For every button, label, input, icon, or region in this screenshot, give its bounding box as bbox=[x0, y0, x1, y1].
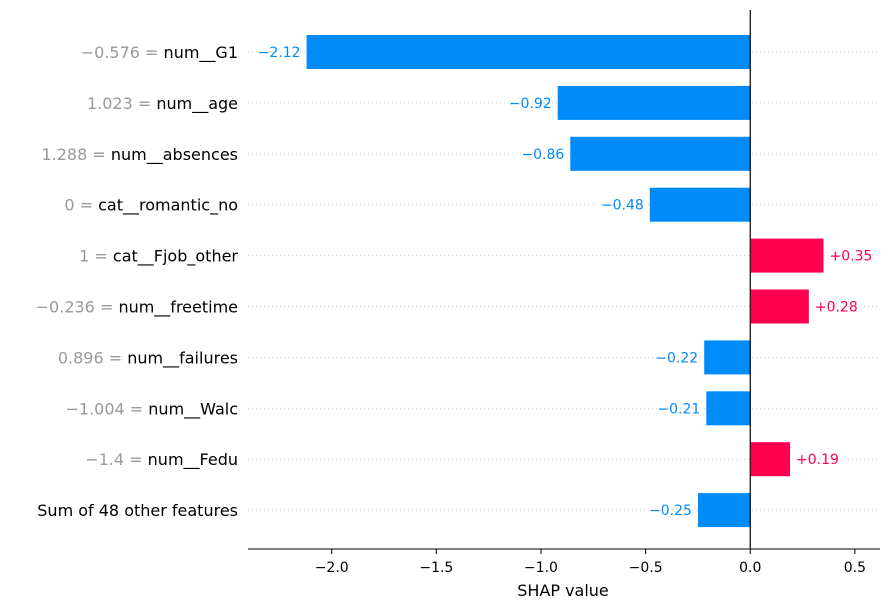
bar-value-label: −0.25 bbox=[649, 503, 692, 519]
feature-label: 1.023 = num__age bbox=[87, 94, 238, 114]
feature-value: −0.236 = bbox=[36, 298, 119, 317]
feature-label: 1.288 = num__absences bbox=[41, 145, 238, 165]
shap-bar bbox=[570, 136, 751, 171]
x-tick-label: −1.5 bbox=[419, 560, 453, 576]
bar-value-label: +0.35 bbox=[829, 249, 872, 265]
feature-label: −1.4 = num__Fedu bbox=[85, 450, 238, 470]
shap-bar bbox=[697, 493, 751, 528]
bar-value-label: −0.92 bbox=[509, 96, 552, 112]
feature-name: num__Fedu bbox=[148, 450, 238, 470]
feature-name: num__age bbox=[156, 94, 238, 114]
feature-value: −0.576 = bbox=[81, 43, 164, 62]
feature-label: −1.004 = num__Walc bbox=[65, 399, 238, 419]
feature-label: −0.576 = num__G1 bbox=[81, 43, 238, 63]
shap-bar bbox=[706, 391, 751, 426]
bar-value-label: −2.12 bbox=[258, 45, 301, 61]
feature-name: num__absences bbox=[111, 145, 238, 165]
x-axis: −2.0 −1.5 −1.0 −0.5 0.0 0.5 bbox=[248, 548, 880, 576]
bar-value-label: −0.22 bbox=[655, 350, 698, 366]
feature-value: −1.4 = bbox=[85, 450, 147, 469]
bar-value-label: −0.21 bbox=[657, 401, 700, 417]
feature-name: cat__Fjob_other bbox=[113, 247, 239, 267]
bar-value-label: +0.19 bbox=[796, 452, 839, 468]
bar-value-label: −0.86 bbox=[521, 147, 564, 163]
shap-bar bbox=[704, 340, 751, 375]
bar-value-label: −0.48 bbox=[601, 198, 644, 214]
shap-bar bbox=[750, 289, 809, 324]
feature-name: Sum of 48 other features bbox=[37, 501, 238, 520]
shap-bar bbox=[557, 85, 751, 120]
feature-value: −1.004 = bbox=[65, 399, 148, 418]
feature-name: num__G1 bbox=[164, 43, 238, 63]
feature-value: 0 = bbox=[64, 196, 98, 215]
shap-bar bbox=[306, 35, 751, 69]
x-tick-label: 0.5 bbox=[844, 560, 866, 576]
feature-name: num__failures bbox=[127, 348, 238, 368]
feature-label: −0.236 = num__freetime bbox=[36, 298, 238, 318]
shap-bar bbox=[649, 187, 751, 222]
x-tick-label: −2.0 bbox=[315, 560, 349, 576]
x-axis-label: SHAP value bbox=[517, 581, 609, 600]
feature-value: 1 = bbox=[79, 247, 113, 266]
x-tick-label: −1.0 bbox=[524, 560, 558, 576]
bars bbox=[306, 35, 824, 528]
feature-value: 1.288 = bbox=[41, 145, 110, 164]
feature-value: 1.023 = bbox=[87, 94, 156, 113]
x-tick-label: −0.5 bbox=[629, 560, 663, 576]
value-labels: −2.12 −0.92 −0.86 −0.48 +0.35 +0.28 −0.22 −0.21… bbox=[258, 45, 873, 519]
feature-label: 1 = cat__Fjob_other bbox=[79, 247, 238, 267]
feature-name: cat__romantic_no bbox=[98, 196, 238, 216]
shap-bar bbox=[750, 238, 824, 273]
feature-labels: −0.576 = num__G1 1.023 = num__age 1.288 = … bbox=[36, 43, 239, 520]
grid-lines bbox=[248, 51, 880, 511]
feature-label: 0 = cat__romantic_no bbox=[64, 196, 238, 216]
feature-label: Sum of 48 other features bbox=[37, 501, 238, 520]
feature-name: num__Walc bbox=[148, 399, 238, 419]
x-tick-label: 0.0 bbox=[739, 560, 761, 576]
feature-value: 0.896 = bbox=[58, 348, 127, 367]
feature-name: num__freetime bbox=[118, 298, 238, 318]
bar-value-label: +0.28 bbox=[815, 300, 858, 316]
feature-label: 0.896 = num__failures bbox=[58, 348, 238, 368]
shap-bar bbox=[750, 442, 791, 477]
